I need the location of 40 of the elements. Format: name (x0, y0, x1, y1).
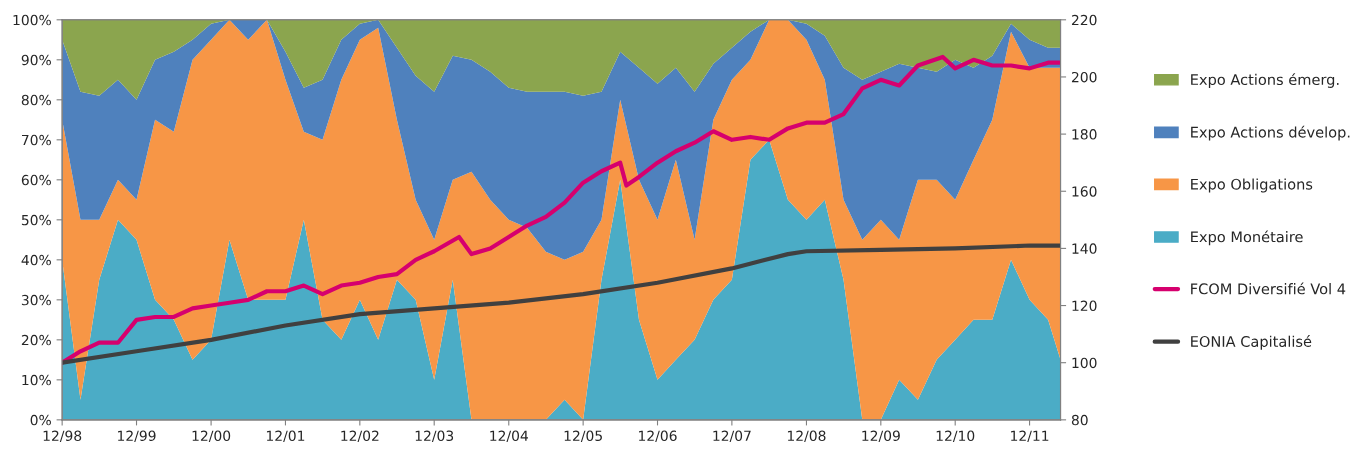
y-tick-label: 30% (21, 294, 51, 306)
legend-label: Expo Actions émerg. (1191, 73, 1339, 88)
y-tick-label: 70% (22, 134, 51, 146)
legend-label: Expo Actions dévelop. (1191, 125, 1350, 141)
y2-tick-label: 100 (1072, 357, 1097, 369)
x-tick-label: 12/99 (118, 430, 156, 443)
y2-tick-label: 180 (1072, 129, 1097, 140)
y2-tick-label: 80 (1071, 414, 1088, 426)
y2-tick-label: 120 (1072, 300, 1097, 312)
x-tick-label: 12/01 (266, 430, 305, 443)
legend-label: EONIA Capitalisé (1191, 335, 1312, 350)
line-series (62, 243, 1061, 365)
y-tick-label: 100% (13, 14, 51, 26)
x-tick-label: 12/98 (43, 430, 82, 443)
legend-label: Expo Obligations (1191, 178, 1313, 193)
x-tick-label: 12/08 (787, 430, 826, 443)
x-tick-label: 12/03 (415, 430, 454, 443)
y-tick-label: 20% (21, 334, 51, 346)
legend-label: Expo Monétaire (1191, 230, 1303, 246)
x-tick-label: 12/09 (862, 430, 900, 443)
x-tick-label: 12/06 (639, 430, 677, 443)
y-tick-label: 90% (21, 54, 51, 66)
x-tick-label: 12/05 (564, 430, 602, 443)
x-tick-label: 12/02 (341, 430, 379, 443)
x-tick-label: 12/04 (490, 430, 529, 443)
x-tick-label: 12/00 (192, 430, 231, 443)
y-tick-label: 0% (30, 414, 51, 426)
x-tick-label: 12/07 (713, 430, 751, 443)
y2-tick-label: 220 (1071, 14, 1097, 26)
y-tick-label: 10% (22, 374, 51, 386)
y-tick-label: 40% (21, 254, 51, 266)
y2-tick-label: 160 (1072, 186, 1097, 197)
y-tick-label: 60% (21, 174, 51, 186)
y-tick-label: 80% (21, 94, 51, 106)
x-tick-label: 12/11 (1011, 430, 1049, 443)
legend-label: FCOM Diversifié Vol 4 (1191, 282, 1346, 295)
y2-tick-label: 140 (1072, 243, 1097, 254)
y-tick-label: 50% (21, 214, 51, 226)
y2-tick-label: 200 (1071, 71, 1097, 83)
x-tick-label: 12/10 (936, 430, 975, 443)
